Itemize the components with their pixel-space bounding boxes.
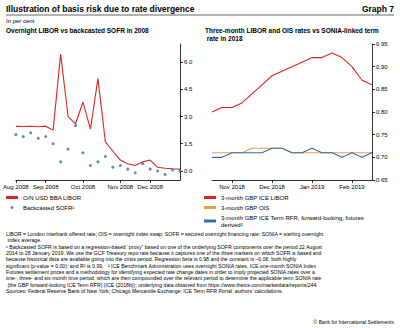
svg-text:Sep 2008: Sep 2008	[33, 184, 59, 190]
svg-text:0.0: 0.0	[184, 168, 193, 174]
svg-text:rate in 2018: rate in 2018	[205, 35, 243, 42]
svg-text:Dec 2008: Dec 2008	[137, 184, 163, 190]
svg-text:0.65: 0.65	[376, 177, 388, 183]
svg-text:0.90: 0.90	[376, 64, 388, 70]
svg-text:0.85: 0.85	[376, 86, 388, 92]
svg-text:(the GBP forward-looking ICE T: (the GBP forward-looking ICE Term RFR) (…	[6, 282, 318, 288]
svg-text:Illustration of basis risk due: Illustration of basis risk due to rate d…	[6, 4, 195, 14]
svg-text:In per cent: In per cent	[6, 18, 35, 24]
svg-text:Feb 2019: Feb 2019	[339, 184, 365, 190]
svg-text:Futures settlement prices and: Futures settlement prices and a methodol…	[6, 269, 316, 275]
svg-text:LIBOR = London interbank offer: LIBOR = London interbank offered rate; O…	[6, 231, 324, 237]
svg-text:one-, three- and six-month tim: one-, three- and six-month time period, …	[6, 275, 321, 281]
svg-text:derived²: derived²	[221, 222, 243, 228]
svg-text:index average.: index average.	[6, 237, 41, 243]
svg-text:3-month GBP OIS: 3-month GBP OIS	[221, 205, 269, 211]
svg-text:Backcasted SOFR¹: Backcasted SOFR¹	[23, 205, 74, 211]
svg-text:Nov 2008: Nov 2008	[107, 184, 133, 190]
svg-text:Graph 7: Graph 7	[362, 4, 394, 14]
svg-text:0.75: 0.75	[376, 132, 388, 138]
svg-text:Nov 2018: Nov 2018	[219, 184, 245, 190]
svg-text:Aug 2008: Aug 2008	[3, 184, 29, 190]
svg-text:Oct 2008: Oct 2008	[71, 184, 96, 190]
svg-text:0.80: 0.80	[376, 109, 388, 115]
svg-text:6.0: 6.0	[184, 59, 193, 65]
svg-text:0.95: 0.95	[376, 41, 388, 47]
svg-text:3-month GBP ICE LIBOR: 3-month GBP ICE LIBOR	[221, 195, 289, 201]
svg-text:4.5: 4.5	[184, 86, 193, 92]
svg-text:Three-month LIBOR and OIS rate: Three-month LIBOR and OIS rates vs SONIA…	[205, 27, 379, 34]
svg-text:O/N USD BBA LIBOR: O/N USD BBA LIBOR	[23, 195, 82, 201]
svg-text:3.0: 3.0	[184, 114, 193, 120]
svg-text:significant (p-value = 0.00),: significant (p-value = 0.00), and R² is …	[6, 263, 318, 269]
svg-text:© Bank for International Settl: © Bank for International Settlements	[314, 319, 395, 325]
svg-text:0.70: 0.70	[376, 154, 388, 160]
svg-text:¹ Backcasted SOFR is based on: ¹ Backcasted SOFR is based on a regressi…	[6, 244, 323, 250]
svg-text:Sources: Federal Reserve Bank: Sources: Federal Reserve Bank of New Yor…	[6, 288, 283, 294]
svg-text:1.5: 1.5	[184, 141, 193, 147]
svg-text:because historical data are av: because historical data are available go…	[6, 256, 298, 262]
svg-text:3-month GBP ICE Term RFR, forw: 3-month GBP ICE Term RFR, forward-lookin…	[221, 215, 366, 221]
svg-text:Jan 2019: Jan 2019	[300, 184, 325, 190]
svg-text:2014 to 28 January 2019. We us: 2014 to 28 January 2019. We use the GCF …	[6, 250, 323, 256]
svg-text:Overnight LIBOR vs backcasted: Overnight LIBOR vs backcasted SOFR in 20…	[6, 27, 149, 35]
svg-text:Dec 2018: Dec 2018	[259, 184, 285, 190]
